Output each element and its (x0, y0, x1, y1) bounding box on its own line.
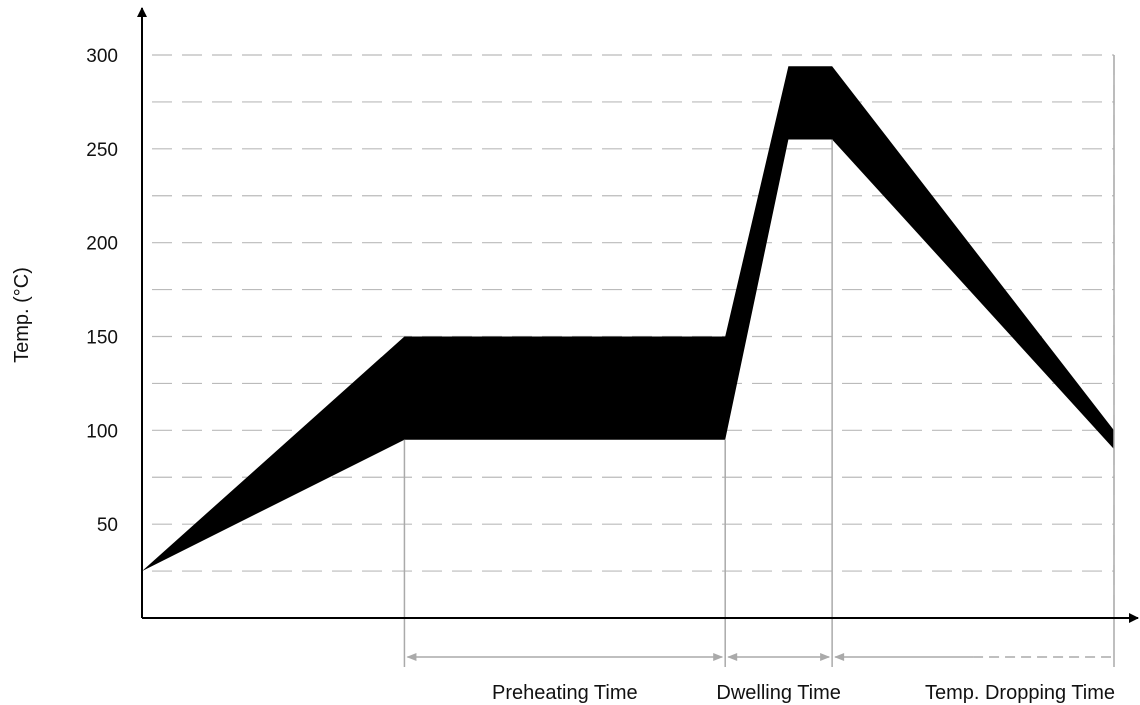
y-tick-label-250: 250 (86, 140, 118, 161)
phase-markers (403, 55, 1115, 667)
y-axis-title: Temp. (°C) (11, 267, 33, 363)
phase-label-2: Temp. Dropping Time (925, 682, 1115, 704)
axes (137, 7, 1139, 623)
temperature-band-area (142, 66, 1114, 572)
y-tick-labels: 50 100 150 200 250 300 (86, 46, 118, 536)
phase-labels: Preheating Time Dwelling Time Temp. Droppi… (492, 682, 1115, 704)
y-tick-label-200: 200 (86, 234, 118, 255)
y-tick-label-100: 100 (86, 421, 118, 442)
phase-label-1: Dwelling Time (716, 682, 840, 704)
y-tick-label-50: 50 (97, 515, 118, 536)
temperature-band (142, 66, 1114, 572)
y-tick-label-300: 300 (86, 46, 118, 67)
phase-label-0: Preheating Time (492, 682, 638, 704)
y-tick-label-150: 150 (86, 328, 118, 349)
